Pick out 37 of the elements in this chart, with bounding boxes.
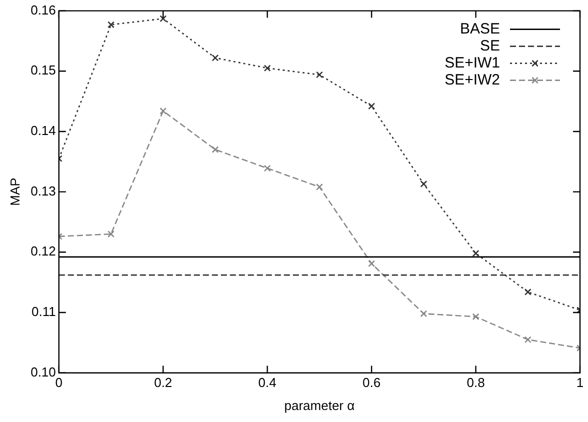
point [160, 107, 167, 114]
y-tick-label: 0.15 [30, 62, 56, 78]
point [420, 180, 428, 188]
y-tick-label: 0.11 [32, 304, 56, 320]
point [264, 164, 271, 172]
point [160, 15, 167, 22]
point [524, 336, 532, 344]
legend-label: BASE [460, 20, 500, 38]
point [368, 260, 376, 268]
x-tick-label: 0.8 [466, 375, 485, 390]
point [368, 102, 376, 110]
x-tick-label: 0 [55, 375, 63, 390]
point [108, 230, 114, 238]
point [420, 310, 428, 318]
x-tick-label: 0.2 [154, 375, 172, 390]
x-tick-label: 0.6 [362, 375, 381, 390]
legend-label: SE [480, 37, 500, 54]
legend-label: SE+IW2 [444, 71, 500, 88]
point [212, 146, 219, 154]
x-tick-label: 0.4 [258, 375, 276, 390]
y-tick-label: 0.12 [30, 244, 56, 259]
y-tick-label: 0.16 [30, 2, 56, 18]
point [212, 54, 219, 62]
point [264, 64, 271, 72]
point [316, 71, 323, 78]
x-tick-label: 1 [576, 375, 584, 390]
point [316, 183, 323, 190]
y-tick-label: 0.10 [30, 364, 56, 380]
x-axis-title: parameter α [284, 398, 356, 413]
point [472, 313, 480, 320]
y-axis-title: MAP [7, 178, 22, 206]
point [108, 21, 114, 28]
y-tick-label: 0.13 [30, 183, 56, 198]
y-tick-label: 0.14 [30, 123, 56, 138]
point [472, 250, 480, 257]
point [524, 288, 532, 296]
legend-label: SE+IW1 [444, 54, 500, 72]
